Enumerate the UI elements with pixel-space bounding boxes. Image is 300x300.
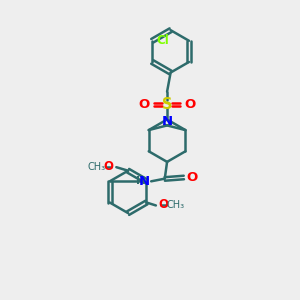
Text: S: S [162, 97, 172, 112]
Text: O: O [184, 98, 196, 111]
Text: CH₃: CH₃ [87, 162, 105, 172]
Text: H: H [136, 176, 146, 186]
Text: N: N [138, 175, 149, 188]
Text: CH₃: CH₃ [166, 200, 184, 210]
Text: Cl: Cl [156, 34, 169, 47]
Text: N: N [161, 115, 172, 128]
Text: O: O [186, 171, 197, 184]
Text: O: O [139, 98, 150, 111]
Text: O: O [103, 160, 113, 173]
Text: O: O [158, 198, 168, 212]
